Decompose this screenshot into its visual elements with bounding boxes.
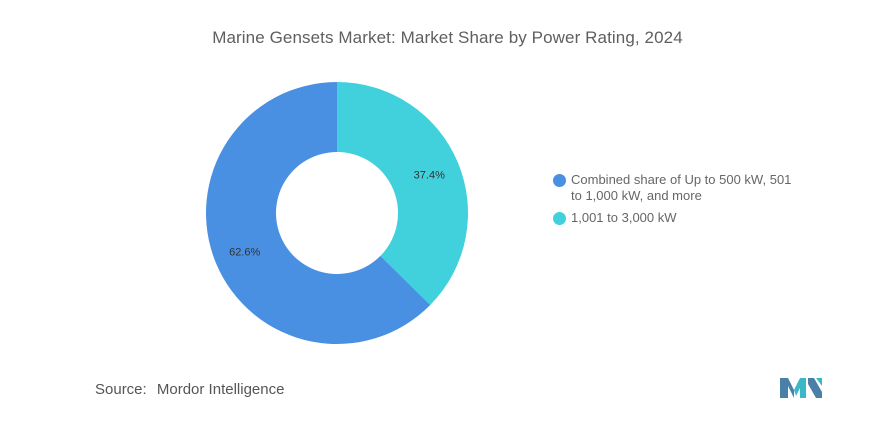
source-key: Source: — [95, 381, 147, 398]
legend-marker — [553, 174, 566, 187]
legend-marker — [553, 212, 566, 225]
legend: Combined share of Up to 500 kW, 501 to 1… — [553, 172, 803, 232]
chart-title: Marine Gensets Market: Market Share by P… — [212, 28, 683, 47]
legend-label: 1,001 to 3,000 kW — [571, 210, 677, 225]
source-note: Source: Mordor Intelligence — [95, 381, 284, 398]
donut-slice[interactable] — [337, 82, 469, 306]
source-value: Mordor Intelligence — [156, 381, 285, 398]
slice-value-label: 62.6% — [229, 247, 260, 259]
legend-item[interactable]: Combined share of Up to 500 kW, 501 to 1… — [553, 172, 803, 204]
slice-value-label: 37.4% — [414, 169, 445, 181]
donut-slice[interactable] — [206, 82, 431, 344]
mordor-intelligence-logo-icon — [780, 378, 822, 398]
legend-item[interactable]: 1,001 to 3,000 kW — [553, 210, 803, 226]
legend-label: Combined share of Up to 500 kW, 501 to 1… — [571, 172, 792, 203]
